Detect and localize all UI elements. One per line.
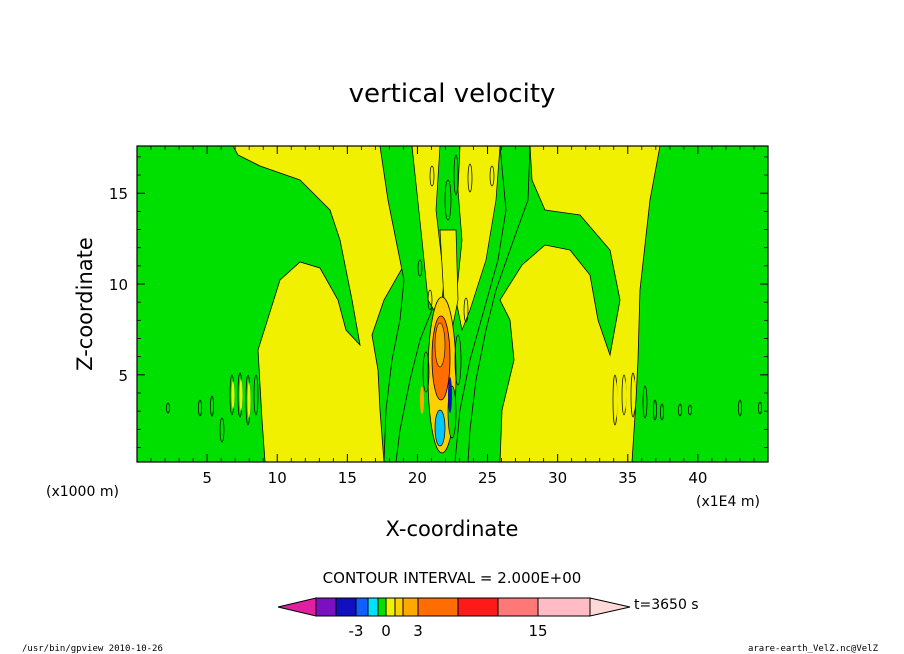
time-label: t=3650 s: [634, 597, 699, 613]
colorbar-swatch: [537, 597, 591, 617]
colorbar-swatch: [335, 597, 357, 617]
yellow-region-right: [499, 146, 661, 462]
colorbar-swatch: [497, 597, 539, 617]
y-tick-label: 10: [109, 276, 128, 294]
surface-speckles: [231, 377, 636, 418]
y-tick-label: 5: [118, 367, 128, 385]
colorbar-tick-label: -3: [349, 622, 364, 640]
chart-title: vertical velocity: [349, 79, 556, 109]
x-tick-label: 15: [338, 469, 357, 487]
x-unit-left: (x1000 m): [46, 484, 119, 500]
x-unit-right: (x1E4 m): [696, 494, 760, 510]
downdraft-core: [434, 409, 446, 447]
colorbar-swatch: [315, 597, 337, 617]
plot-frame: [136, 145, 769, 463]
footer-left: /usr/bin/gpview 2010-10-26: [22, 644, 163, 654]
colorbar: -3 0 3 15: [277, 597, 631, 640]
x-tick-label: 40: [688, 469, 707, 487]
colorbar-swatch: [402, 597, 419, 617]
colorbar-tick-label: 0: [381, 622, 391, 640]
y-axis-label: Z-coordinate: [73, 237, 97, 371]
colorbar-swatch: [417, 597, 459, 617]
yellow-strand: [455, 146, 501, 332]
x-tick-label: 10: [268, 469, 287, 487]
contour-interval-label: CONTOUR INTERVAL = 2.000E+00: [323, 569, 582, 587]
yellow-strand: [439, 229, 459, 331]
colorbar-swatch: [394, 597, 404, 617]
colorbar-swatch: [385, 597, 396, 617]
x-tick-label: 30: [548, 469, 567, 487]
x-axis-label: X-coordinate: [386, 517, 519, 541]
updraft-core: [434, 322, 446, 368]
colorbar-tick-label: 15: [528, 622, 547, 640]
colorbar-swatch: [457, 597, 499, 617]
y-tick-label: 15: [109, 185, 128, 203]
y-axis: 5 10 15: [109, 156, 768, 448]
x-tick-label: 5: [202, 469, 212, 487]
x-axis: 5 10 15 20 25 30 35 40: [150, 146, 755, 487]
x-tick-label: 35: [618, 469, 637, 487]
colorbar-swatch: [367, 597, 379, 617]
colorbar-tick-label: 3: [413, 622, 423, 640]
colorbar-extend-low: [277, 597, 317, 617]
contour-field: [137, 146, 768, 462]
x-tick-label: 20: [408, 469, 427, 487]
footer-right: arare-earth_VelZ.nc@VelZ: [748, 644, 879, 654]
colorbar-extend-high: [589, 597, 631, 617]
colorbar-swatch: [355, 597, 369, 617]
central-green-band-right: [454, 146, 531, 462]
x-tick-label: 25: [478, 469, 497, 487]
colorbar-swatch: [377, 597, 387, 617]
yellow-region-left: [232, 146, 405, 462]
